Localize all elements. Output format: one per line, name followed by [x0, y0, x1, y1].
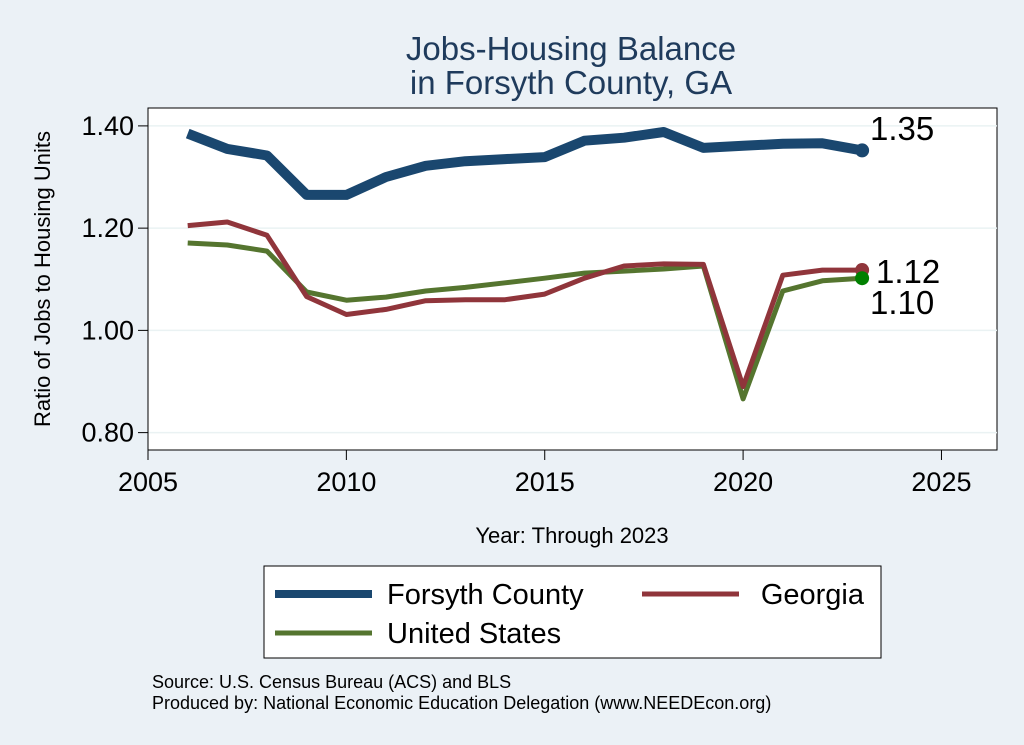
- chart-title-line-1: Jobs-Housing Balance: [406, 30, 736, 67]
- y-tick-label: 1.20: [81, 213, 134, 243]
- gridlines: [148, 125, 997, 434]
- x-tick-label: 2025: [911, 467, 971, 497]
- x-axis-label: Year: Through 2023: [475, 523, 668, 548]
- source-line-2: Produced by: National Economic Education…: [152, 693, 771, 713]
- chart-title-line-2: in Forsyth County, GA: [410, 64, 732, 101]
- x-tick-label: 2020: [713, 467, 773, 497]
- legend: Forsyth County Georgia United States: [263, 565, 882, 659]
- y-tick-label: 1.40: [81, 111, 134, 141]
- x-tick-label: 2005: [118, 467, 178, 497]
- x-tick-label: 2010: [316, 467, 376, 497]
- end-label-georgia: 1.12: [876, 253, 940, 290]
- x-ticks: 2005 2010 2015 2020 2025: [118, 450, 971, 497]
- y-tick-label: 1.00: [81, 315, 134, 345]
- y-tick-label: 0.80: [81, 418, 134, 448]
- legend-box: [263, 565, 882, 659]
- end-label-forsyth: 1.35: [870, 110, 934, 147]
- end-marker-forsyth: [855, 143, 870, 158]
- end-label-united-states: 1.10: [870, 284, 934, 321]
- legend-label-forsyth: Forsyth County: [387, 579, 584, 611]
- x-tick-label: 2015: [515, 467, 575, 497]
- source-line-1: Source: U.S. Census Bureau (ACS) and BLS: [152, 672, 511, 692]
- end-marker-united-states: [855, 271, 870, 286]
- end-labels: 1.35 1.12 1.10: [870, 110, 940, 321]
- y-axis-label: Ratio of Jobs to Housing Units: [30, 131, 55, 427]
- end-markers: [855, 143, 870, 286]
- legend-label-georgia: Georgia: [761, 579, 865, 611]
- series-line-georgia: [187, 219, 863, 390]
- legend-label-united-states: United States: [387, 618, 561, 650]
- y-ticks: 0.80 1.00 1.20 1.40: [81, 111, 148, 448]
- series-lines: [185, 127, 863, 402]
- series-line-forsyth: [185, 127, 863, 200]
